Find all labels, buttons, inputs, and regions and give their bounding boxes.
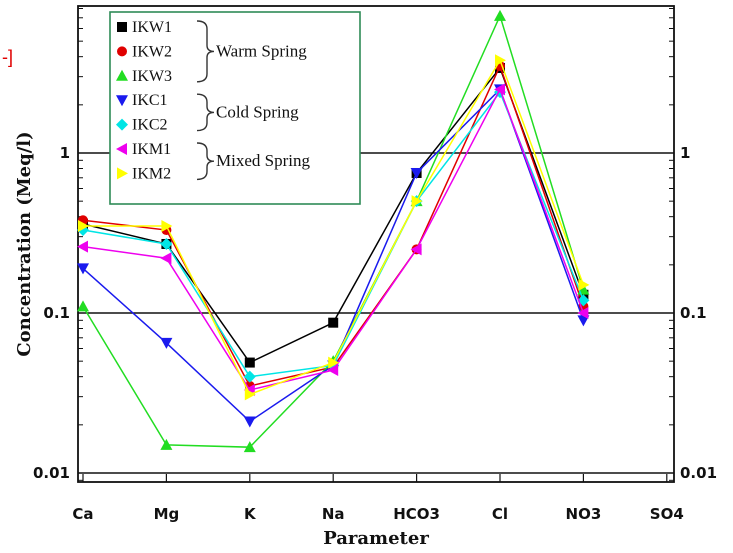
data-point-marker xyxy=(328,356,340,369)
y-tick-label-left: 0.01 xyxy=(33,464,70,482)
data-point-marker xyxy=(243,370,256,383)
data-point-marker xyxy=(410,243,422,256)
data-point-marker xyxy=(77,240,88,253)
data-point-marker xyxy=(160,237,173,250)
series-lines xyxy=(77,9,590,453)
data-point-marker xyxy=(411,195,423,208)
data-point-marker xyxy=(116,143,127,155)
legend-entry-label: IKM2 xyxy=(132,165,171,182)
data-point-marker xyxy=(327,364,339,377)
legend-group-brace xyxy=(196,93,215,132)
data-point-marker xyxy=(160,252,172,265)
data-point-marker xyxy=(494,83,505,96)
legend-group-brace xyxy=(196,142,215,181)
data-point-marker xyxy=(78,219,89,232)
legend-group-label: Cold Spring xyxy=(216,102,299,121)
y-axis-title: Concentration (Meq/l) xyxy=(14,131,35,356)
data-point-marker xyxy=(244,388,256,401)
data-point-marker xyxy=(244,357,255,368)
data-point-marker xyxy=(495,54,506,67)
series-ikm2 xyxy=(78,54,590,401)
x-tick-label: SO4 xyxy=(650,505,684,523)
y-tick-label-right: 0.1 xyxy=(680,304,707,322)
data-point-marker xyxy=(116,95,128,107)
data-point-marker xyxy=(243,441,256,453)
data-point-marker xyxy=(410,167,423,179)
legend-entry-label: IKW2 xyxy=(132,43,172,60)
legend-group-label: Warm Spring xyxy=(216,41,307,60)
y-tick-label-left: 1 xyxy=(60,144,70,162)
data-point-marker xyxy=(577,315,590,327)
data-point-marker xyxy=(77,263,89,275)
data-point-marker xyxy=(328,317,339,328)
data-point-marker xyxy=(116,118,128,131)
data-point-marker xyxy=(117,46,127,57)
legend-entry-label: IKW3 xyxy=(132,68,172,85)
plot-frame xyxy=(77,5,675,483)
data-point-marker xyxy=(117,167,128,180)
legend-entry-label: IKM1 xyxy=(132,141,171,158)
x-tick-label: HCO3 xyxy=(393,505,440,523)
y-tick-label-right: 1 xyxy=(680,144,690,162)
legend-entry-label: IKC1 xyxy=(132,92,168,109)
legend-entry-label: IKW1 xyxy=(132,19,172,36)
y-tick-label-right: 0.01 xyxy=(680,464,717,482)
data-point-marker xyxy=(160,438,173,450)
axis-tick-labels: 0.01 0.01 0.1 0.1 1 1 Ca Mg K Na HCO3 Cl NO3 SO4 xyxy=(33,144,717,523)
legend-box xyxy=(109,11,361,205)
data-point-marker xyxy=(578,278,590,291)
x-tick-label: K xyxy=(244,505,257,523)
legend-group-label: Mixed Spring xyxy=(216,151,310,170)
legend: IKW1 IKW2 IKW3 IKC1 IKC2 IKM1 IKM2 Warm Spring C… xyxy=(109,11,361,205)
data-point-marker xyxy=(243,416,256,428)
x-tick-label: Mg xyxy=(154,505,180,523)
x-tick-label: Ca xyxy=(72,505,93,523)
x-tick-label: NO3 xyxy=(566,505,602,523)
legend-entry-label: IKC2 xyxy=(132,117,168,134)
data-point-marker xyxy=(117,22,127,32)
x-axis-title: Parameter xyxy=(323,528,429,549)
series-ikm1 xyxy=(77,83,589,397)
y-tick-label-left: 0.1 xyxy=(43,304,70,322)
data-point-marker xyxy=(577,307,589,319)
corner-text-fragment: -] xyxy=(2,47,13,67)
x-tick-label: Cl xyxy=(492,505,508,523)
data-point-marker xyxy=(494,9,506,21)
data-point-marker xyxy=(116,69,128,81)
data-point-marker xyxy=(161,219,173,232)
legend-group-brace xyxy=(196,20,215,83)
data-point-marker xyxy=(160,337,173,349)
axis-ticks xyxy=(78,8,674,482)
x-tick-label: Na xyxy=(322,505,345,523)
data-point-marker xyxy=(77,300,89,312)
